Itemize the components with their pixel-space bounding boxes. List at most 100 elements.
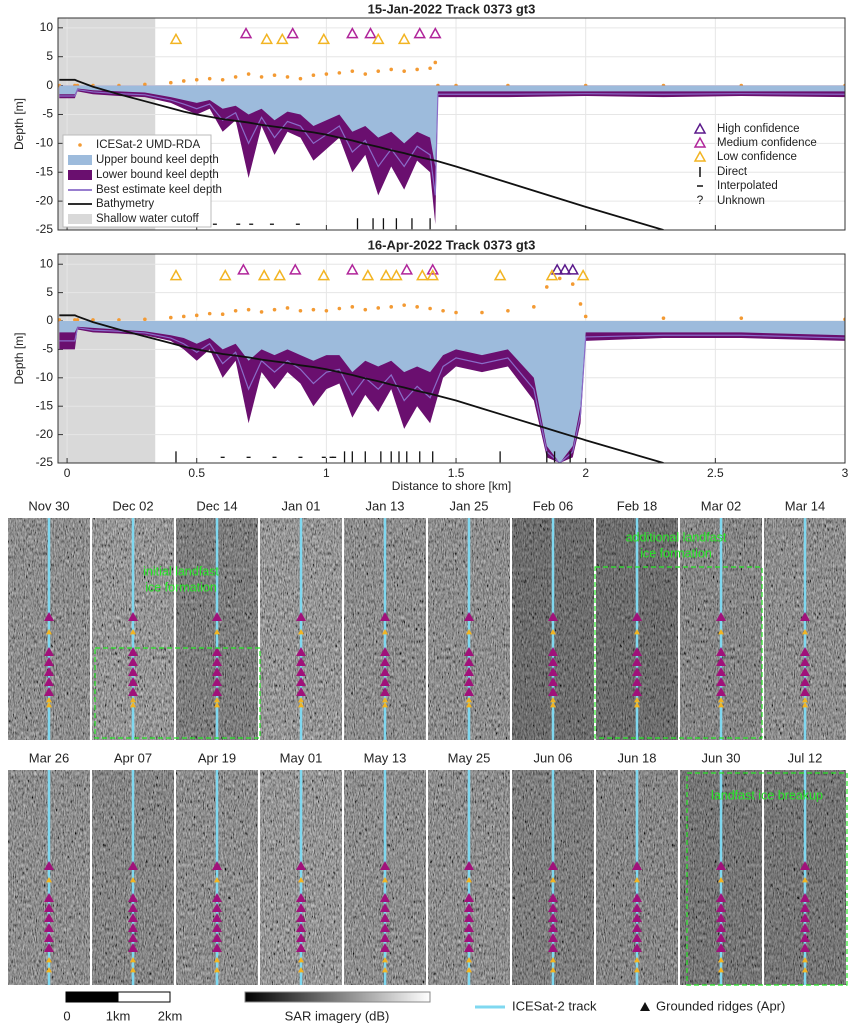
- ridge-icon-small: [382, 877, 388, 883]
- ridge-icon-small: [298, 957, 304, 963]
- ridge-icon-small: [46, 877, 52, 883]
- ridge-icon-small: [634, 697, 640, 703]
- ridge-icon: [464, 943, 474, 952]
- surface-point: [91, 318, 95, 322]
- ridge-marker: [317, 32, 331, 45]
- x-tick-label: 1.5: [448, 466, 465, 480]
- ridge-icon: [632, 667, 642, 676]
- surface-point: [298, 76, 303, 81]
- ridge-icon: [44, 657, 54, 666]
- surface-point: [207, 311, 212, 316]
- ridge-icon-small: [46, 697, 52, 703]
- ridge-icon-small: [382, 702, 388, 708]
- series-line: [59, 314, 664, 463]
- ridge-icon: [716, 903, 726, 912]
- ridge-icon: [128, 687, 138, 696]
- ridge-marker: [346, 27, 359, 39]
- surface-point: [168, 315, 173, 320]
- ridge-icon: [800, 612, 810, 621]
- ridge-icon-small: [46, 967, 52, 973]
- ridge-icon: [548, 677, 558, 686]
- surface-point: [311, 307, 316, 312]
- ridge-icon-small: [802, 957, 808, 963]
- ridge-icon: [128, 923, 138, 932]
- legend-label: Unknown: [717, 195, 765, 207]
- ridge-icon-small: [382, 697, 388, 703]
- legend-box: [62, 134, 212, 228]
- surface-point: [480, 310, 484, 315]
- ridge-marker: [218, 269, 232, 281]
- ridge-icon-small: [466, 877, 472, 883]
- y-tick-label: -10: [36, 136, 54, 150]
- ridge-icon-small: [718, 957, 724, 963]
- chart-title: 15-Jan-2022 Track 0373 gt3: [368, 1, 536, 16]
- panel-date: Feb 18: [617, 498, 657, 513]
- ridge-icon: [380, 943, 390, 952]
- surface-point: [337, 71, 342, 75]
- keel-area: [59, 321, 845, 463]
- ridge-icon: [716, 893, 726, 902]
- y-tick-label: -15: [36, 164, 54, 178]
- ridge-icon: [212, 861, 222, 870]
- ridge-icon-small: [550, 877, 556, 883]
- surface-point: [376, 306, 381, 310]
- legend-marker: [693, 122, 707, 134]
- surface-point: [557, 276, 562, 281]
- keel-area: [59, 321, 845, 463]
- ridge-icon: [296, 667, 306, 676]
- ridge-icon: [464, 677, 474, 686]
- surface-point: [739, 316, 744, 320]
- panel-date: Jan 13: [365, 498, 404, 513]
- ridge-icon: [296, 893, 306, 902]
- ridge-icon-small: [214, 877, 220, 883]
- ridge-icon-small: [718, 877, 724, 883]
- legend-swatch: [78, 143, 82, 147]
- surface-point: [194, 78, 199, 82]
- colorbar-label: SAR imagery (dB): [285, 1008, 390, 1023]
- ridge-icon: [800, 861, 810, 870]
- ridge-icon: [548, 657, 558, 666]
- ridge-icon-small: [298, 697, 304, 703]
- ridge-icon-small: [130, 702, 136, 708]
- surface-point: [181, 79, 186, 83]
- ridge-icon: [632, 861, 642, 870]
- ridge-marker: [276, 32, 289, 45]
- y-tick-label: -5: [42, 107, 53, 121]
- ridge-icon: [44, 933, 54, 942]
- ridge-icon: [212, 893, 222, 902]
- ridge-icon: [800, 687, 810, 696]
- panel-date: Dec 02: [112, 498, 153, 513]
- x-tick-label: 0: [64, 466, 71, 480]
- surface-point: [143, 82, 147, 87]
- ridge-icon: [212, 657, 222, 666]
- ridge-marker: [169, 32, 183, 45]
- ridge-icon: [296, 861, 306, 870]
- scalebar-label: 2km: [158, 1008, 183, 1023]
- panel-date: Jul 12: [788, 750, 823, 765]
- legend-symbol: ?: [697, 193, 704, 207]
- ridge-icon: [800, 913, 810, 922]
- ridge-icon: [800, 667, 810, 676]
- ridge-icon: [716, 667, 726, 676]
- ridge-icon-small: [634, 877, 640, 883]
- legend-swatch: [68, 214, 92, 224]
- ridge-icon-small: [466, 957, 472, 963]
- surface-point: [311, 73, 316, 77]
- ridge-icon: [716, 923, 726, 932]
- panel-date: May 25: [448, 750, 491, 765]
- annotation: additional landfast: [626, 530, 727, 544]
- ridge-icon-small: [46, 629, 52, 635]
- annotation: ice formation: [145, 580, 217, 594]
- ridge-icon-small: [550, 697, 556, 703]
- panel-date: Mar 26: [29, 750, 69, 765]
- surface-point: [415, 67, 419, 72]
- ridge-icon: [380, 933, 390, 942]
- ridge-icon: [716, 677, 726, 686]
- ridge-icon: [128, 933, 138, 942]
- ridge-icon: [632, 687, 642, 696]
- ridge-icon: [464, 647, 474, 656]
- ridge-icon: [212, 913, 222, 922]
- panel-date: Mar 02: [701, 498, 741, 513]
- ridge-icon: [380, 893, 390, 902]
- ridge-icon: [800, 943, 810, 952]
